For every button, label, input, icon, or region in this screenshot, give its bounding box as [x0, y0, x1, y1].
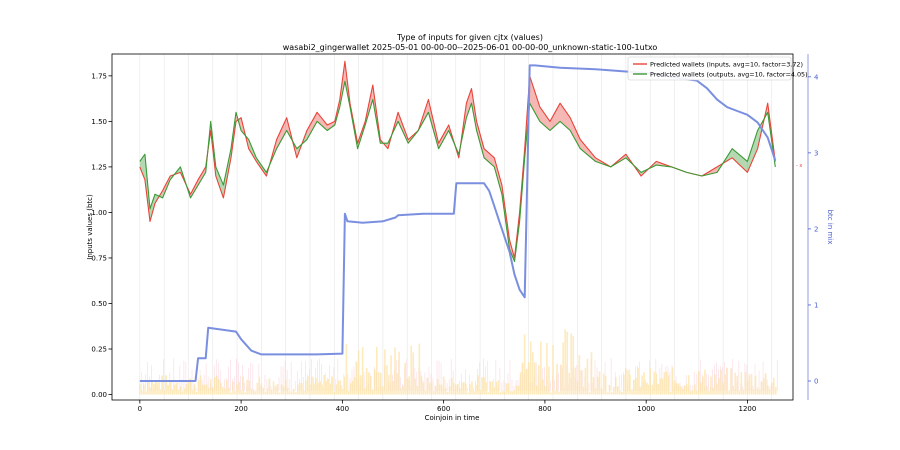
y-right-tick-label: 3 [814, 149, 818, 157]
x-axis: 0 200 400 600 800 1000 1200 [138, 400, 757, 413]
y-tick-label: 0.75 [91, 254, 107, 262]
series-line-inputs [139, 60, 776, 259]
series-line-btc-in-mix [139, 64, 777, 382]
x-tick-label: 800 [538, 405, 551, 413]
y-tick-label: 1.00 [91, 209, 107, 217]
fill-between-segment [139, 154, 145, 180]
fill-between-segment [539, 106, 550, 131]
fill-between-segment [317, 112, 328, 131]
y-tick-label: 1.50 [91, 118, 107, 126]
fill-between-segment [327, 121, 335, 131]
plot-frame [111, 53, 794, 401]
x-tick-label: 0 [138, 405, 142, 413]
fill-between-segment [484, 148, 495, 167]
right-edge-marker: - x [796, 163, 802, 169]
fill-between-segment [276, 117, 287, 149]
fill-between-segment [198, 166, 206, 186]
y-right-tick-label: 4 [814, 73, 819, 81]
fill-between-segment [215, 166, 224, 198]
fill-between-segment [438, 125, 449, 149]
y-axis-right-label: btc in mix [826, 210, 834, 245]
x-tick-label: 1000 [637, 405, 655, 413]
fill-between-segment [476, 121, 485, 158]
fill-between-segment [306, 112, 318, 140]
x-tick-label: 1200 [739, 405, 757, 413]
x-axis-label: Coinjoin in time [425, 414, 480, 422]
y-tick-label: 1.75 [91, 72, 107, 80]
y-right-tick-label: 2 [814, 225, 818, 233]
y-right-tick-label: 1 [814, 301, 818, 309]
legend-label-inputs: Predicted wallets (inputs, avg=10, facto… [650, 61, 803, 69]
y-axis-right: 0 1 2 3 4 [807, 54, 819, 400]
chart-subtitle: wasabi2_gingerwallet 2025-05-01 00-00-00… [283, 43, 658, 52]
y-right-tick-label: 0 [814, 377, 818, 385]
fill-between-segment [149, 194, 156, 222]
chart-title: Type of inputs for given cjtx (values) [396, 33, 543, 42]
y-axis-label: Inputs values (btc) [86, 194, 94, 260]
fill-between-segment [570, 117, 581, 149]
fill-between-segment [494, 157, 502, 195]
legend: Predicted wallets (inputs, avg=10, facto… [627, 56, 808, 81]
x-tick-label: 400 [336, 405, 349, 413]
background-bars [139, 54, 778, 400]
x-tick-label: 200 [234, 405, 247, 413]
fill-between-segment [529, 75, 540, 122]
fill-between-segment [747, 130, 758, 173]
x-tick-label: 600 [437, 405, 450, 413]
series-line-outputs [139, 80, 776, 263]
legend-box [627, 56, 792, 81]
fill-between-segment [732, 148, 748, 173]
plot-area: - x [139, 60, 802, 382]
y-axis: 0.00 0.25 0.50 0.75 1.00 1.25 1.50 1.75 [91, 72, 112, 399]
y-tick-label: 0.50 [91, 300, 107, 308]
y-tick-label: 0.25 [91, 346, 107, 354]
fill-between-segment [466, 88, 472, 118]
y-tick-label: 0.00 [91, 391, 107, 399]
legend-label-outputs: Predicted wallets (outputs, avg=10, fact… [650, 71, 808, 79]
y-tick-label: 1.25 [91, 163, 107, 171]
